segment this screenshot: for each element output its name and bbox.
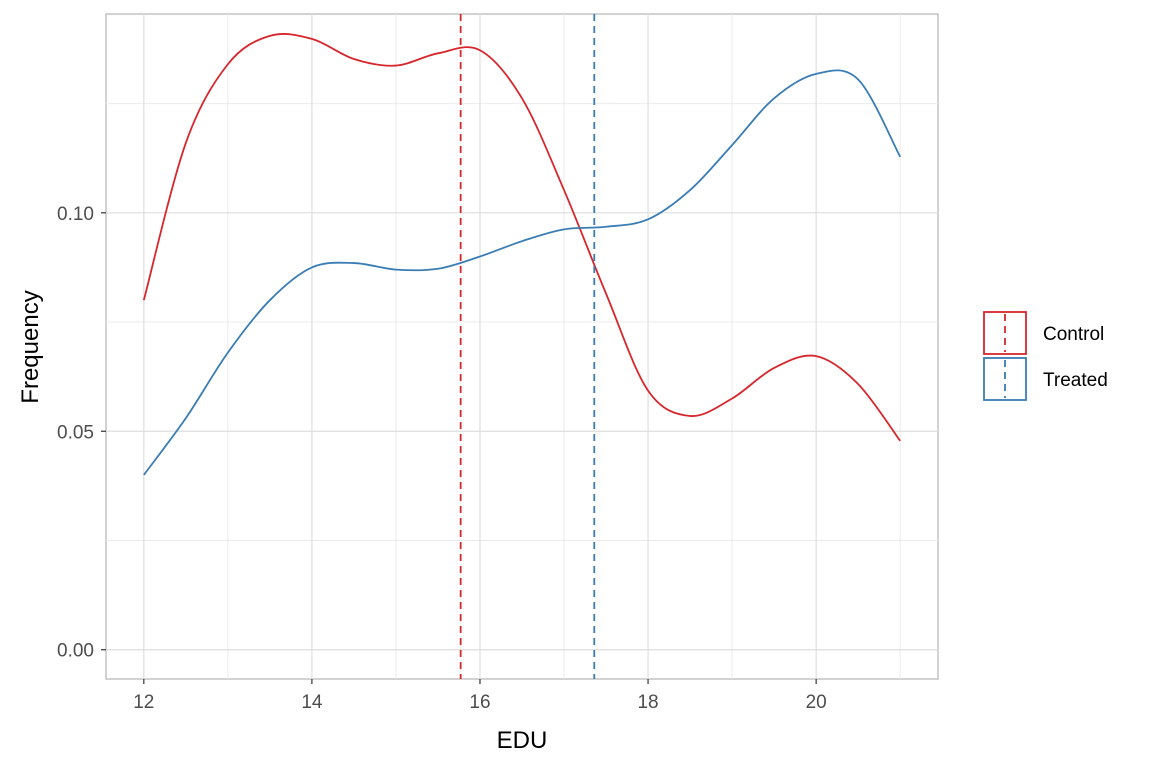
x-tick-label: 18 (637, 692, 658, 713)
series-line-treated (143, 69, 901, 476)
series-line-control (142, 33, 901, 442)
y-axis-title: Frequency (17, 290, 44, 403)
x-tick-label: 16 (469, 692, 490, 713)
x-tick-label: 12 (133, 692, 154, 713)
y-tick-label: 0.05 (57, 422, 94, 443)
density-curves (142, 33, 901, 476)
grid-lines (106, 14, 938, 679)
panel-border (105, 13, 939, 680)
legend-label-control: Control (1043, 324, 1104, 345)
legend: Control Treated (983, 311, 1108, 401)
legend-item-control: Control (983, 311, 1104, 355)
plot-panel (105, 13, 939, 680)
x-tick-label: 20 (806, 692, 827, 713)
mean-lines (459, 14, 596, 679)
legend-label-treated: Treated (1043, 370, 1108, 391)
axis-ticks: 12 14 16 18 20 0.00 0.05 0.10 (57, 204, 827, 713)
y-tick-label: 0.10 (57, 204, 94, 225)
y-tick-label: 0.00 (57, 641, 94, 662)
x-tick-label: 14 (301, 692, 323, 713)
x-axis-title: EDU (497, 727, 548, 754)
legend-item-treated: Treated (983, 357, 1108, 401)
